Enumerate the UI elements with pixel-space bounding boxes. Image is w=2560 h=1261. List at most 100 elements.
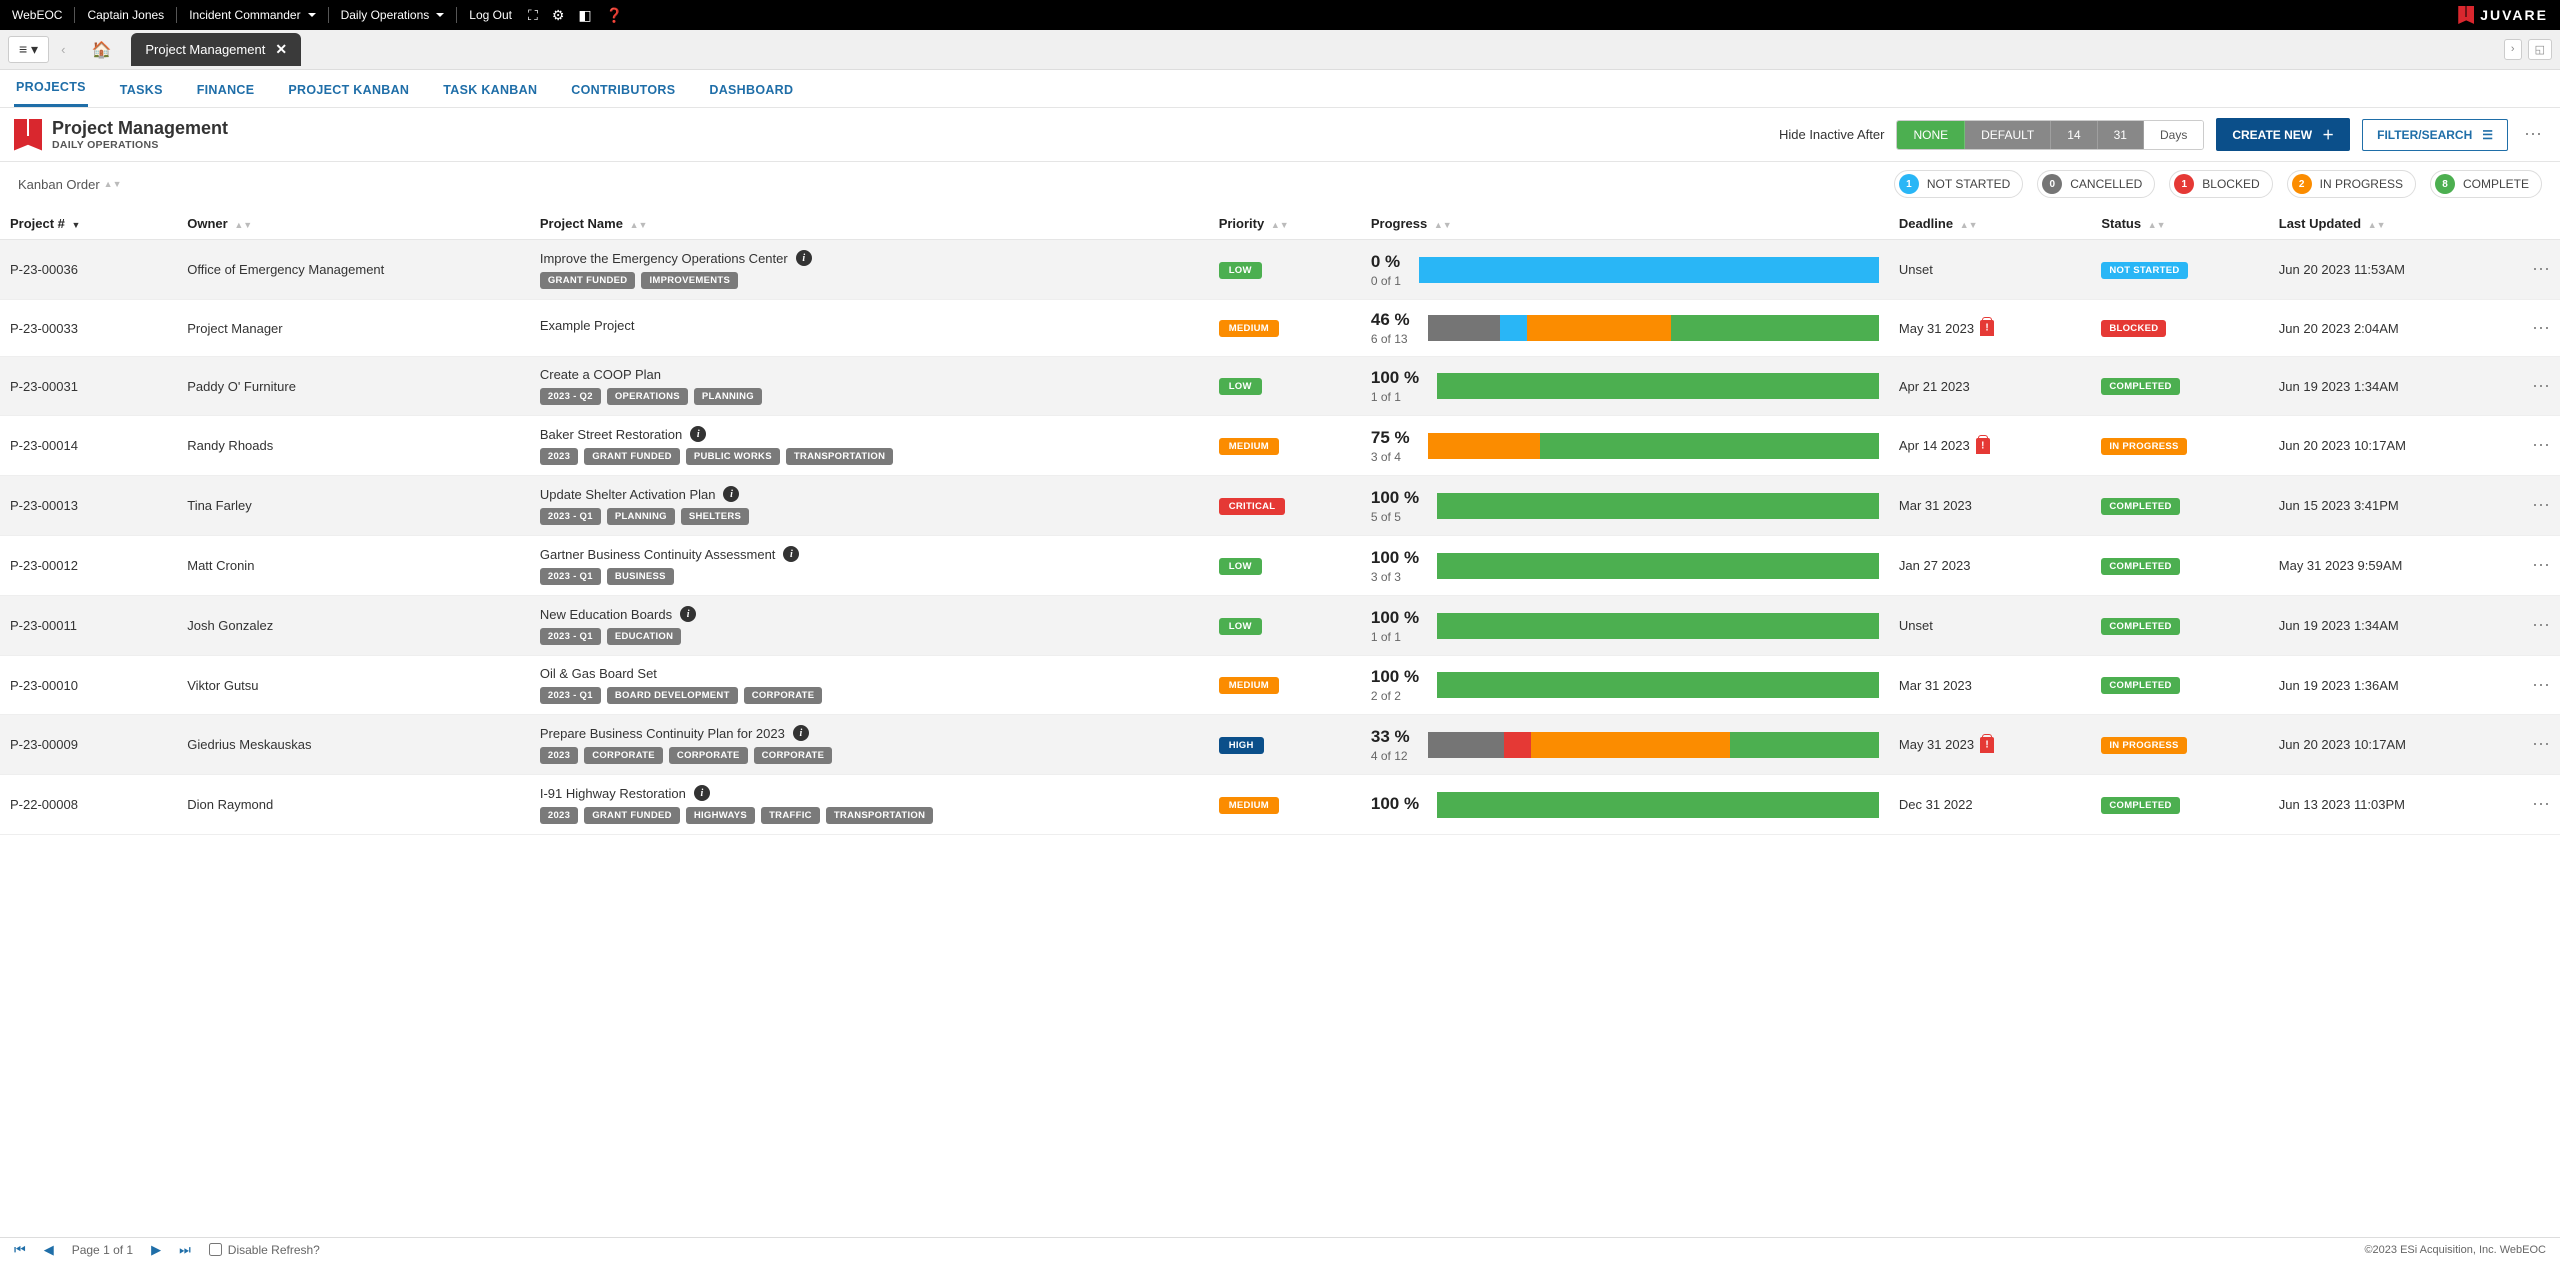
info-icon[interactable]: i xyxy=(723,486,739,502)
subnav-dashboard[interactable]: DASHBOARD xyxy=(707,73,795,107)
tag: CORPORATE xyxy=(744,687,823,704)
page-first-icon[interactable]: ⏮ xyxy=(14,1242,26,1258)
table-wrap[interactable]: Project # ▼Owner ▲▼Project Name ▲▼Priori… xyxy=(0,208,2560,1239)
disable-refresh-label: Disable Refresh? xyxy=(228,1243,320,1257)
subnav: PROJECTS TASKS FINANCE PROJECT KANBAN TASK K… xyxy=(0,70,2560,108)
kanban-order[interactable]: Kanban Order ▲▼ xyxy=(18,177,122,192)
filter-search-button[interactable]: FILTER/SEARCH ☰ xyxy=(2362,119,2508,151)
subnav-contributors[interactable]: CONTRIBUTORS xyxy=(569,73,677,107)
col-status[interactable]: Status ▲▼ xyxy=(2091,208,2268,240)
menu-button[interactable]: ≡ ▾ xyxy=(8,36,49,63)
priority-badge: LOW xyxy=(1219,618,1262,635)
subnav-project-kanban[interactable]: PROJECT KANBAN xyxy=(286,73,411,107)
subnav-tasks[interactable]: TASKS xyxy=(118,73,165,107)
info-icon[interactable]: i xyxy=(783,546,799,562)
status-filter-blocked[interactable]: 1BLOCKED xyxy=(2169,170,2272,198)
user-name[interactable]: Captain Jones xyxy=(87,8,164,22)
cell-deadline: May 31 2023 xyxy=(1889,300,2091,357)
app-name[interactable]: WebEOC xyxy=(12,8,62,22)
disable-refresh-input[interactable] xyxy=(209,1243,222,1256)
row-actions-icon[interactable]: ⋯ xyxy=(2522,357,2560,416)
row-actions-icon[interactable]: ⋯ xyxy=(2522,476,2560,536)
tag: TRAFFIC xyxy=(761,807,820,824)
status-filter-not-started[interactable]: 1NOT STARTED xyxy=(1894,170,2023,198)
status-count: 8 xyxy=(2435,174,2455,194)
status-label: BLOCKED xyxy=(2202,177,2259,191)
subnav-task-kanban[interactable]: TASK KANBAN xyxy=(441,73,539,107)
cell-last-updated: May 31 2023 9:59AM xyxy=(2269,536,2522,596)
page-last-icon[interactable]: ⏭ xyxy=(179,1242,191,1258)
help-icon[interactable]: ❓ xyxy=(606,7,623,24)
seg-none[interactable]: NONE xyxy=(1897,121,1965,149)
inbox-icon[interactable]: ◧ xyxy=(578,7,591,24)
subnav-projects[interactable]: PROJECTS xyxy=(14,70,88,107)
page-next-icon[interactable]: ▶ xyxy=(151,1242,161,1258)
cell-deadline: Unset xyxy=(1889,596,2091,656)
info-icon[interactable]: i xyxy=(796,250,812,266)
info-icon[interactable]: i xyxy=(793,725,809,741)
page-indicator: Page 1 of 1 xyxy=(72,1243,133,1257)
row-actions-icon[interactable]: ⋯ xyxy=(2522,240,2560,300)
col-priority[interactable]: Priority ▲▼ xyxy=(1209,208,1361,240)
status-filter-in-progress[interactable]: 2IN PROGRESS xyxy=(2287,170,2416,198)
cell-deadline: Mar 31 2023 xyxy=(1889,656,2091,715)
cell-status: COMPLETED xyxy=(2091,536,2268,596)
row-actions-icon[interactable]: ⋯ xyxy=(2522,416,2560,476)
seg-default[interactable]: DEFAULT xyxy=(1965,121,2051,149)
row-actions-icon[interactable]: ⋯ xyxy=(2522,656,2560,715)
subnav-finance[interactable]: FINANCE xyxy=(195,73,257,107)
logout-link[interactable]: Log Out xyxy=(469,8,512,22)
context-label: Daily Operations xyxy=(341,8,430,22)
status-filter-complete[interactable]: 8COMPLETE xyxy=(2430,170,2542,198)
row-actions-icon[interactable]: ⋯ xyxy=(2522,536,2560,596)
tag: 2023 - Q1 xyxy=(540,628,601,645)
col-owner[interactable]: Owner ▲▼ xyxy=(177,208,530,240)
col-project-name[interactable]: Project Name ▲▼ xyxy=(530,208,1209,240)
cell-deadline: Dec 31 2022 xyxy=(1889,775,2091,835)
inactive-segment: NONEDEFAULT1431Days xyxy=(1896,120,2204,150)
seg-14[interactable]: 14 xyxy=(2051,121,2097,149)
row-actions-icon[interactable]: ⋯ xyxy=(2522,596,2560,656)
info-icon[interactable]: i xyxy=(694,785,710,801)
nav-forward-icon[interactable]: › xyxy=(2504,39,2522,60)
hide-inactive-label: Hide Inactive After xyxy=(1779,127,1885,142)
topbar: WebEOC Captain Jones Incident Commander … xyxy=(0,0,2560,30)
tag: CORPORATE xyxy=(754,747,833,764)
row-actions-icon[interactable]: ⋯ xyxy=(2522,775,2560,835)
cell-last-updated: Jun 13 2023 11:03PM xyxy=(2269,775,2522,835)
project-name-text: Prepare Business Continuity Plan for 202… xyxy=(540,726,785,741)
row-actions-icon[interactable]: ⋯ xyxy=(2522,300,2560,357)
seg-days[interactable]: Days xyxy=(2144,121,2203,149)
tab-project-management[interactable]: Project Management ✕ xyxy=(131,33,301,66)
project-name-text: Baker Street Restoration xyxy=(540,427,682,442)
create-new-button[interactable]: CREATE NEW ＋ xyxy=(2216,118,2350,151)
role-dropdown[interactable]: Incident Commander xyxy=(189,8,315,22)
filter-icon: ☰ xyxy=(2482,128,2493,142)
context-dropdown[interactable]: Daily Operations xyxy=(341,8,445,22)
col-deadline[interactable]: Deadline ▲▼ xyxy=(1889,208,2091,240)
more-actions-icon[interactable]: ⋯ xyxy=(2520,124,2546,145)
deadline-text: Mar 31 2023 xyxy=(1899,678,1972,693)
seg-31[interactable]: 31 xyxy=(2098,121,2144,149)
col-project-[interactable]: Project # ▼ xyxy=(0,208,177,240)
tab-close-icon[interactable]: ✕ xyxy=(275,41,287,58)
disable-refresh-checkbox[interactable]: Disable Refresh? xyxy=(209,1243,320,1257)
page-header: Project Management DAILY OPERATIONS Hide… xyxy=(0,108,2560,162)
info-icon[interactable]: i xyxy=(680,606,696,622)
table-row: P-23-00031Paddy O' FurnitureCreate a COO… xyxy=(0,357,2560,416)
info-icon[interactable]: i xyxy=(690,426,706,442)
row-actions-icon[interactable]: ⋯ xyxy=(2522,715,2560,775)
nav-back-icon[interactable]: ‹ xyxy=(55,42,71,57)
page-prev-icon[interactable]: ◀ xyxy=(44,1242,54,1258)
gear-icon[interactable]: ⚙ xyxy=(552,7,565,24)
popout-icon[interactable]: ◱ xyxy=(2528,39,2552,60)
status-filter-cancelled[interactable]: 0CANCELLED xyxy=(2037,170,2155,198)
fullscreen-icon[interactable]: ⛶ xyxy=(528,7,538,24)
deadline-text: May 31 2023 xyxy=(1899,321,1974,336)
cell-deadline: Apr 21 2023 xyxy=(1889,357,2091,416)
col-progress[interactable]: Progress ▲▼ xyxy=(1361,208,1889,240)
deadline-text: Dec 31 2022 xyxy=(1899,797,1973,812)
home-icon[interactable]: 🏠 xyxy=(77,40,125,60)
tag: HIGHWAYS xyxy=(686,807,755,824)
col-last-updated[interactable]: Last Updated ▲▼ xyxy=(2269,208,2522,240)
